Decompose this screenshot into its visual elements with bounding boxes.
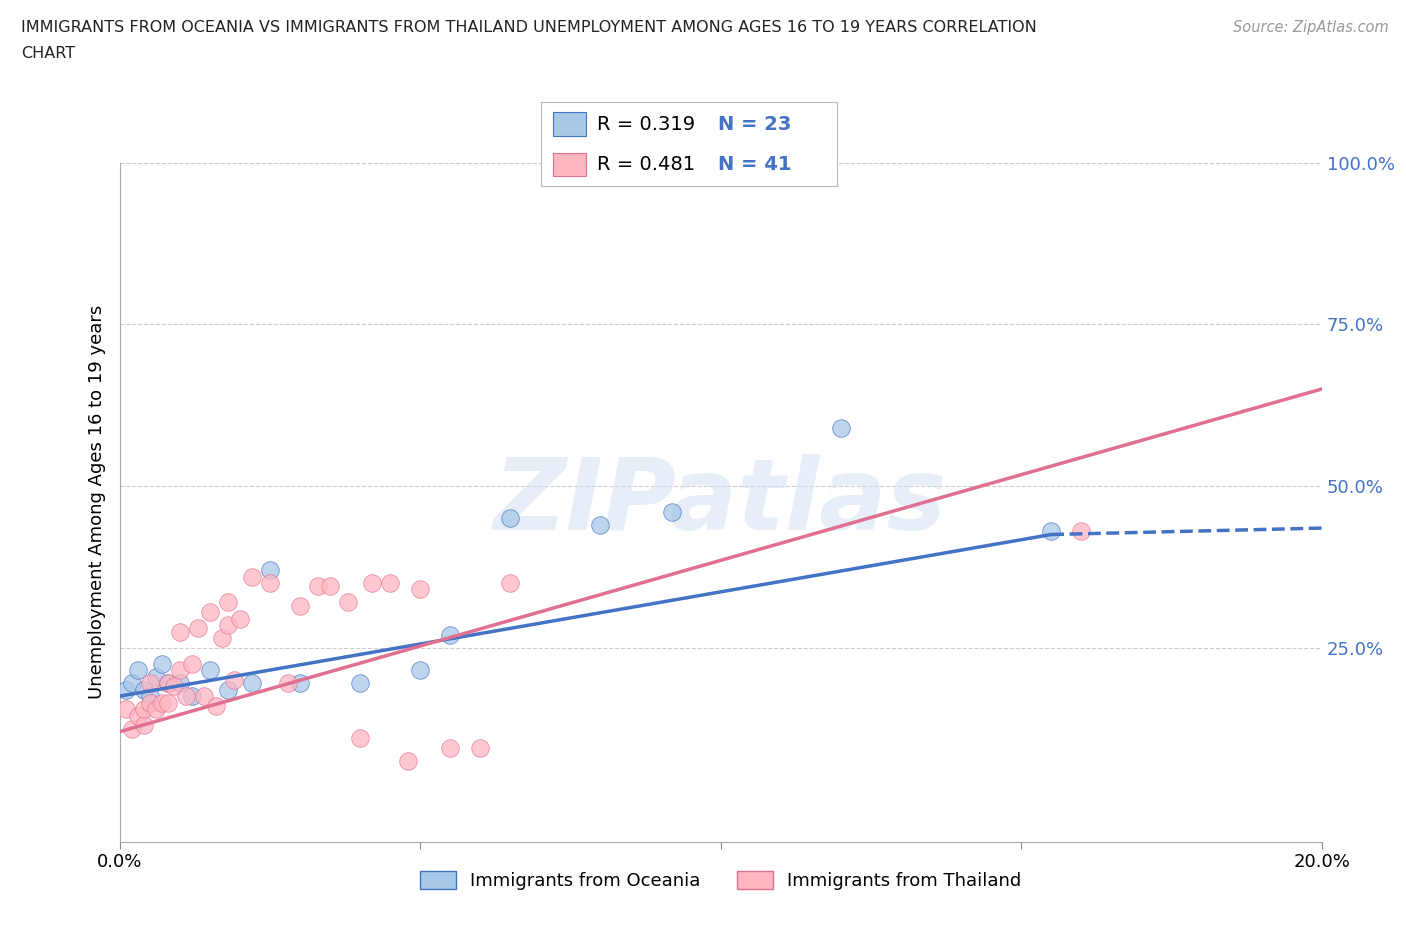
Text: R = 0.319: R = 0.319 (598, 114, 696, 134)
Point (222, 672, 245, 687)
Point (211, 631, 233, 645)
Point (499, 511, 522, 525)
Point (468, 740, 492, 755)
Point (169, 676, 191, 691)
Point (240, 569, 263, 584)
Point (439, 628, 461, 643)
Point (156, 696, 179, 711)
Point (307, 578, 329, 593)
Text: N = 41: N = 41 (718, 154, 792, 174)
Point (114, 683, 136, 698)
Point (174, 689, 197, 704)
Point (156, 676, 179, 691)
Point (132, 683, 155, 698)
Point (138, 689, 160, 704)
Bar (553, 153, 586, 176)
Text: Source: ZipAtlas.com: Source: ZipAtlas.com (1233, 20, 1389, 35)
Point (259, 576, 281, 591)
Point (156, 676, 179, 691)
Point (150, 657, 173, 671)
Point (217, 683, 239, 698)
Point (830, 420, 852, 435)
Point (169, 624, 191, 639)
Point (187, 621, 209, 636)
Point (277, 676, 299, 691)
Point (217, 618, 239, 632)
Text: R = 0.481: R = 0.481 (598, 154, 696, 174)
Point (217, 595, 239, 610)
Point (349, 731, 371, 746)
Point (1040, 524, 1063, 538)
Point (204, 698, 226, 713)
Point (499, 576, 522, 591)
Point (138, 676, 160, 691)
Point (661, 504, 683, 519)
Point (127, 708, 149, 723)
Point (409, 663, 432, 678)
Point (121, 721, 143, 736)
Point (150, 696, 173, 711)
Point (145, 701, 167, 716)
Point (288, 598, 311, 613)
Point (132, 718, 155, 733)
Point (240, 676, 263, 691)
Point (259, 563, 281, 578)
Point (180, 689, 202, 704)
Point (439, 740, 461, 755)
Point (138, 696, 160, 711)
Text: IMMIGRANTS FROM OCEANIA VS IMMIGRANTS FROM THAILAND UNEMPLOYMENT AMONG AGES 16 T: IMMIGRANTS FROM OCEANIA VS IMMIGRANTS FR… (21, 20, 1036, 35)
Point (589, 517, 612, 532)
Point (198, 663, 221, 678)
Point (145, 670, 167, 684)
Text: CHART: CHART (21, 46, 75, 61)
Point (288, 676, 311, 691)
Point (127, 663, 149, 678)
Text: ZIPatlas: ZIPatlas (494, 454, 948, 551)
Y-axis label: Unemployment Among Ages 16 to 19 years: Unemployment Among Ages 16 to 19 years (87, 305, 105, 699)
Point (180, 657, 202, 671)
Point (198, 604, 221, 619)
Bar (553, 113, 586, 136)
Point (169, 663, 191, 678)
Point (336, 595, 359, 610)
Point (409, 582, 432, 597)
Point (1070, 524, 1092, 538)
Point (121, 676, 143, 691)
Point (349, 676, 371, 691)
Point (396, 753, 419, 768)
Point (361, 576, 384, 591)
Legend: Immigrants from Oceania, Immigrants from Thailand: Immigrants from Oceania, Immigrants from… (412, 863, 1029, 897)
Point (193, 689, 215, 704)
Point (319, 578, 342, 593)
Point (228, 611, 252, 626)
Point (114, 701, 136, 716)
Text: N = 23: N = 23 (718, 114, 792, 134)
Point (132, 701, 155, 716)
Point (378, 576, 401, 591)
Point (162, 679, 184, 694)
